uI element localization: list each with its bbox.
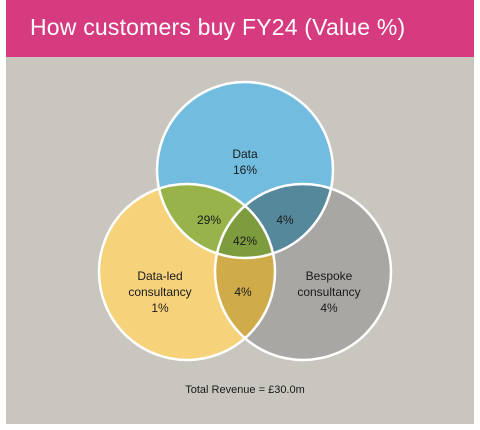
value-data-bespoke: 4% [276, 213, 294, 227]
label-bespoke-line2: consultancy [297, 285, 360, 299]
label-data-led-line2: consultancy [128, 285, 191, 299]
value-dataled-bespoke: 4% [234, 285, 252, 299]
value-all: 42% [233, 234, 257, 248]
page-title: How customers buy FY24 (Value %) [30, 14, 406, 40]
label-bespoke-line1: Bespoke [306, 269, 353, 283]
label-data-led-line1: Data-led [137, 269, 182, 283]
value-data-dataled: 29% [197, 213, 221, 227]
infographic-card: How customers buy FY24 (Value %) Data 16… [6, 0, 474, 424]
label-data: Data [232, 147, 258, 161]
header-bar: How customers buy FY24 (Value %) [6, 0, 474, 57]
value-data: 16% [233, 163, 257, 177]
value-bespoke: 4% [320, 301, 338, 315]
value-data-led: 1% [151, 301, 169, 315]
circle-outlines [97, 80, 393, 362]
total-revenue-note: Total Revenue = £30.0m [185, 384, 305, 396]
venn-diagram: Data 16% 29% 4% 42% Data-led consultancy… [97, 80, 393, 396]
overlap-all [215, 184, 275, 258]
